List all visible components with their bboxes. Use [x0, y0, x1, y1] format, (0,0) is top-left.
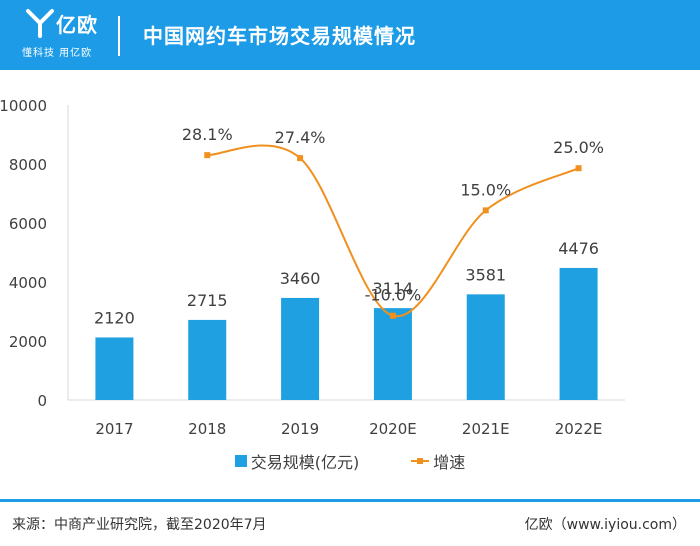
y-tick-label: 4000: [9, 274, 47, 292]
growth-data-label: 15.0%: [460, 180, 511, 199]
footer-divider: [0, 499, 700, 502]
header-banner: 亿欧 懂科技 用亿欧 中国网约车市场交易规模情况: [0, 0, 700, 70]
brand-name: 亿欧: [56, 13, 98, 37]
page-title: 中国网约车市场交易规模情况: [143, 24, 416, 48]
x-tick-label: 2020E: [369, 420, 417, 438]
bar: [95, 337, 134, 400]
chart: 10000 8000 6000 4000 2000 0 2120 2017 2715 2018 34…: [0, 97, 625, 438]
bar-data-label: 3460: [280, 269, 321, 288]
y-tick-label: 0: [37, 392, 47, 410]
y-tick-label: 6000: [9, 215, 47, 233]
growth-data-label: 28.1%: [182, 125, 233, 144]
growth-data-label: -10.0%: [365, 286, 422, 305]
bar: [559, 267, 598, 400]
bar: [188, 319, 227, 400]
bar-data-label: 4476: [558, 239, 599, 258]
growth-marker: [575, 165, 582, 172]
x-tick-label: 2017: [95, 420, 133, 438]
legend-line-swatch: [411, 455, 430, 467]
legend-item-line: 增速: [411, 449, 465, 473]
growth-data-label: 25.0%: [553, 138, 604, 157]
yiou-logo-icon: [26, 9, 54, 38]
bar: [373, 308, 412, 400]
legend-bars-label: 交易规模(亿元): [250, 453, 360, 472]
bar: [466, 294, 505, 400]
footer-brand: 亿欧（www.iyiou.com）: [524, 517, 686, 533]
y-tick-label: 2000: [9, 333, 47, 351]
y-tick-label: 8000: [9, 156, 47, 174]
legend-item-bars: 交易规模(亿元): [234, 449, 360, 473]
y-tick-label: 10000: [0, 97, 47, 115]
header-divider: [118, 16, 120, 56]
bar-data-label: 3581: [465, 265, 506, 284]
source-note: 来源：中商产业研究院，截至2020年7月: [12, 517, 267, 533]
legend-bar-swatch: [234, 455, 247, 467]
growth-marker: [389, 312, 396, 319]
x-tick-label: 2022E: [555, 420, 603, 438]
legend-line-label: 增速: [433, 453, 466, 472]
growth-marker: [482, 207, 489, 214]
x-tick-label: 2021E: [462, 420, 510, 438]
bar: [281, 297, 320, 400]
x-tick-label: 2019: [281, 420, 319, 438]
brand-slogan: 懂科技 用亿欧: [22, 48, 93, 59]
bar-data-label: 2120: [94, 308, 135, 327]
legend: 交易规模(亿元) 增速: [0, 450, 700, 472]
bar-data-label: 2715: [187, 291, 228, 310]
x-tick-label: 2018: [188, 420, 226, 438]
growth-marker: [297, 155, 304, 162]
growth-marker: [204, 152, 211, 159]
bar-data-label: 3114: [373, 279, 414, 298]
growth-data-label: 27.4%: [275, 128, 326, 147]
